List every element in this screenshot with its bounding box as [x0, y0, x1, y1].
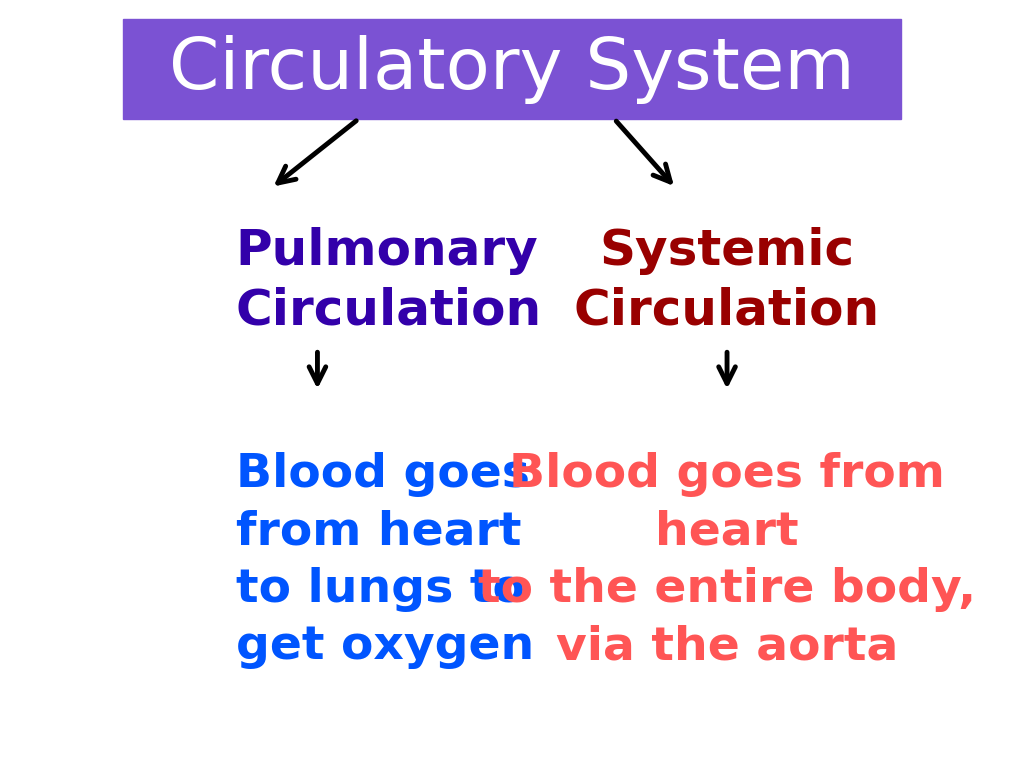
- Text: Circulatory System: Circulatory System: [169, 35, 855, 104]
- Text: Blood goes from
heart
to the entire body,
via the aorta: Blood goes from heart to the entire body…: [478, 452, 976, 669]
- Text: Pulmonary
Circulation: Pulmonary Circulation: [236, 227, 542, 334]
- Bar: [123, 19, 901, 119]
- Text: Systemic
Circulation: Systemic Circulation: [574, 227, 880, 334]
- Text: Blood goes
from heart
to lungs to
get oxygen: Blood goes from heart to lungs to get ox…: [236, 452, 534, 669]
